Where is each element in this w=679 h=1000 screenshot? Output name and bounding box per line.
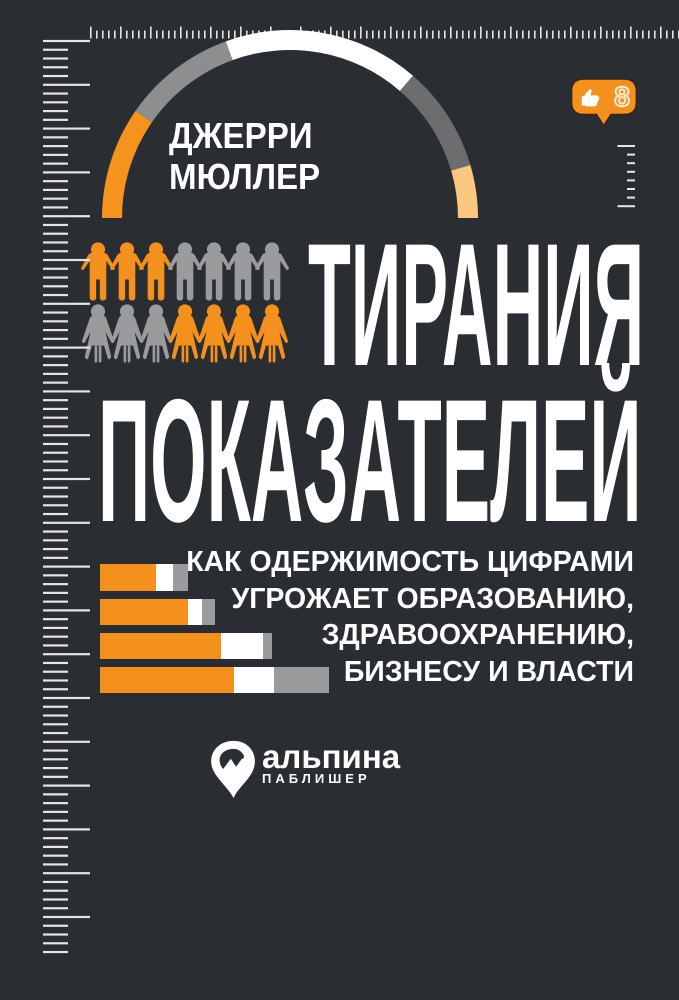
- svg-text:8: 8: [614, 81, 630, 112]
